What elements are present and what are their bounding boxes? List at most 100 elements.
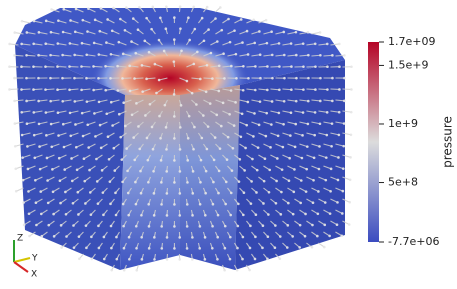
arrow-head — [127, 235, 131, 239]
arrow-head — [38, 145, 41, 148]
arrow-head — [99, 146, 103, 150]
arrow-head — [37, 53, 40, 57]
arrow — [311, 31, 321, 35]
arrow — [94, 42, 103, 46]
arrow-head — [178, 170, 182, 173]
arrow — [258, 65, 268, 68]
arrow-head — [145, 77, 148, 81]
arrow-head — [204, 191, 207, 195]
arrow-head — [236, 224, 240, 228]
arrow-head — [326, 65, 329, 68]
arrow-head — [329, 189, 332, 193]
arrow-head — [340, 234, 344, 238]
arrow-head — [204, 213, 207, 217]
arrow-head — [111, 124, 114, 127]
arrow-head — [192, 5, 196, 9]
arrow-head — [337, 156, 340, 159]
arrow-head — [293, 168, 296, 171]
arrow — [246, 65, 256, 68]
arrow — [87, 121, 96, 126]
arrow — [70, 132, 79, 137]
arrow-head — [92, 65, 95, 68]
arrow-head — [240, 112, 244, 116]
arrow — [26, 54, 36, 57]
arrow-head — [298, 223, 302, 227]
arrow-head — [323, 201, 327, 204]
arrow-head — [200, 136, 204, 140]
arrow-head — [350, 65, 353, 69]
arrow — [282, 88, 292, 91]
arrow-head — [282, 100, 286, 103]
arrow-head — [304, 190, 308, 193]
arrow-head — [191, 214, 194, 217]
tick-label: 1.5e+9 — [388, 58, 428, 71]
arrow-head — [20, 88, 23, 91]
arrow-head — [45, 156, 49, 160]
arrow-head — [72, 224, 75, 227]
arrow-head — [97, 224, 100, 228]
arrow-head — [37, 31, 41, 34]
arrow — [57, 110, 67, 114]
arrow — [179, 77, 188, 82]
arrow-head — [178, 214, 182, 217]
arrow-head — [245, 29, 249, 33]
arrow-head — [325, 156, 328, 159]
arrow-head — [243, 169, 246, 172]
arrow-head — [63, 168, 66, 171]
arrow-head — [34, 178, 37, 182]
arrow-head — [93, 18, 97, 22]
arrow-head — [338, 65, 341, 69]
arrow — [311, 121, 321, 125]
arrow-head — [235, 268, 239, 272]
arrow-head — [147, 50, 151, 54]
arrow-head — [185, 247, 189, 250]
arrow-head — [348, 178, 352, 182]
arrow — [282, 132, 291, 137]
arrow — [58, 20, 67, 24]
arrow-head — [135, 269, 139, 272]
arrow — [275, 54, 285, 57]
arrow-head — [70, 179, 74, 183]
color-bar — [368, 42, 379, 242]
arrow-head — [261, 246, 264, 250]
arrow-head — [84, 202, 87, 205]
arrow-head — [153, 62, 157, 66]
arrow-head — [262, 179, 266, 183]
arrow-head — [157, 78, 161, 82]
arrow-head — [109, 100, 113, 104]
arrow-head — [44, 111, 48, 114]
arrow-head — [140, 258, 144, 261]
arrow — [306, 154, 315, 159]
arrow-head — [127, 213, 130, 217]
arrow-head — [343, 76, 346, 80]
arrow-head — [151, 5, 155, 9]
arrow-head — [160, 247, 164, 250]
arrow-head — [122, 224, 125, 228]
arrow-head — [268, 168, 272, 172]
arrow — [258, 132, 267, 137]
arrow-head — [25, 31, 29, 34]
arrow-head — [238, 158, 242, 161]
arrow-head — [69, 19, 72, 22]
arrow-head — [32, 65, 35, 68]
arrow-head — [56, 111, 60, 114]
arrow-head — [13, 99, 16, 103]
arrow-head — [234, 52, 238, 56]
arrow-head — [186, 181, 189, 184]
arrow-head — [68, 88, 71, 92]
arrow-head — [198, 203, 202, 206]
arrow — [63, 143, 72, 148]
arrow-head — [59, 201, 62, 205]
arrow — [251, 121, 260, 126]
arrow — [15, 143, 24, 147]
arrow-head — [246, 100, 250, 104]
arrow-head — [278, 65, 281, 68]
arrow — [323, 143, 332, 147]
arrow — [258, 110, 267, 114]
arrow-head — [51, 168, 54, 171]
arrow-head — [78, 257, 81, 261]
arrow-head — [109, 202, 112, 206]
arrow-head — [300, 156, 304, 160]
arrow — [39, 165, 48, 170]
arrow-head — [255, 191, 258, 194]
